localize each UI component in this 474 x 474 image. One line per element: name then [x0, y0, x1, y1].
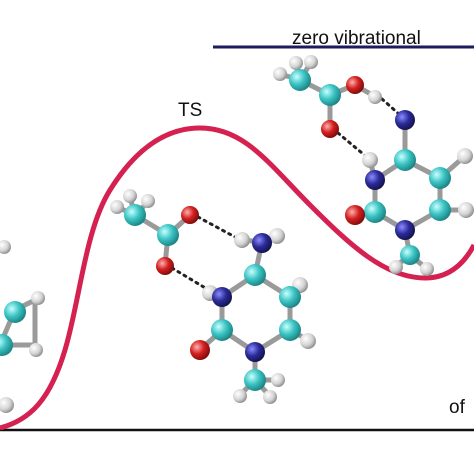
right-complex: [273, 55, 474, 276]
energy-curve: [0, 125, 474, 431]
middle-complex: [110, 189, 316, 404]
corner-label: of: [449, 397, 466, 418]
left-molecule: [0, 240, 45, 413]
level-label: zero vibrational: [292, 28, 421, 49]
ts-label: TS: [178, 100, 202, 121]
